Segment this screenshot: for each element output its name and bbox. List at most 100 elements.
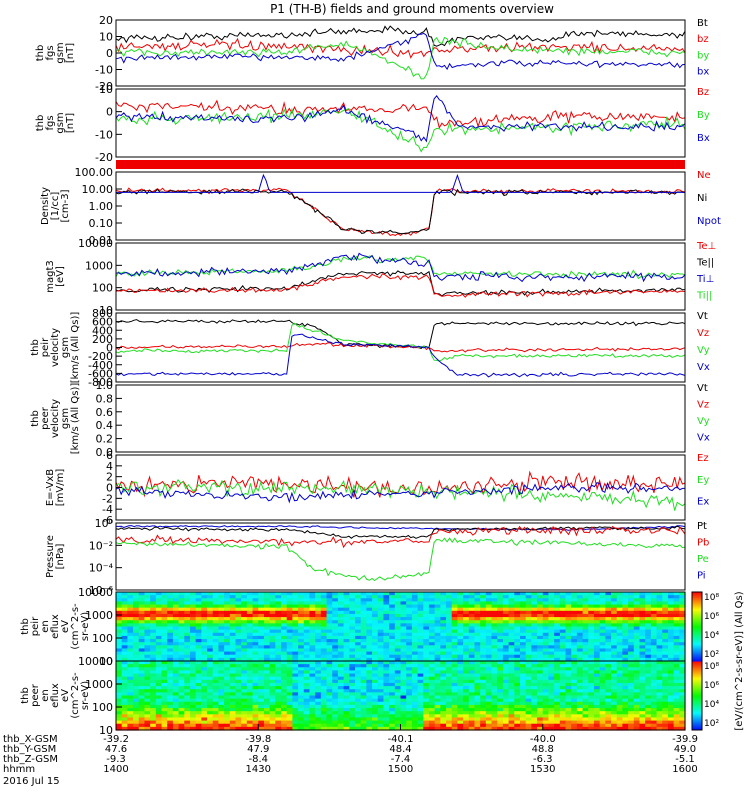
heatmap-cell — [372, 679, 379, 684]
heatmap-cell — [269, 610, 276, 615]
heatmap-cell — [241, 623, 248, 628]
heatmap-cell — [537, 714, 544, 719]
heatmap-cell — [554, 617, 561, 621]
heatmap-cell — [343, 679, 350, 684]
heatmap-cell — [508, 607, 515, 612]
heatmap-cell — [519, 645, 527, 650]
heatmap-cell — [548, 617, 555, 621]
heatmap-cell — [508, 711, 515, 715]
heatmap-cell — [218, 689, 225, 693]
heatmap-cell — [189, 595, 197, 599]
heatmap-cell — [514, 592, 521, 596]
heatmap-cell — [195, 654, 202, 659]
heatmap-cell — [616, 720, 624, 725]
heatmap-cell — [656, 617, 663, 621]
heatmap-cell — [298, 679, 305, 684]
heatmap-cell — [298, 714, 305, 719]
heatmap-cell — [246, 657, 254, 662]
heatmap-cell — [673, 654, 680, 659]
heatmap-cell — [650, 686, 658, 690]
heatmap-cell — [582, 639, 589, 643]
heatmap-cell — [531, 592, 538, 596]
heatmap-cell — [605, 629, 612, 634]
heatmap-cell — [633, 613, 641, 618]
heatmap-cell — [593, 673, 601, 678]
heatmap-cell — [195, 617, 202, 621]
heatmap-cell — [349, 714, 356, 719]
heatmap-cell — [531, 657, 538, 662]
heatmap-cell — [514, 679, 521, 684]
heatmap-cell — [207, 661, 214, 665]
heatmap-cell — [303, 695, 311, 700]
heatmap-cell — [184, 704, 191, 709]
heatmap-cell — [184, 648, 191, 653]
heatmap-cell — [320, 601, 328, 606]
heatmap-cell — [184, 651, 191, 656]
y-tick-label: 10 — [99, 83, 113, 96]
heatmap-cell — [480, 626, 487, 631]
heatmap-cell — [155, 639, 163, 643]
heatmap-cell — [463, 701, 470, 706]
heatmap-cell — [428, 682, 436, 687]
heatmap-cell — [428, 642, 436, 646]
heatmap-cell — [417, 701, 424, 706]
heatmap-cell — [673, 695, 680, 700]
heatmap-cell — [480, 639, 487, 643]
heatmap-cell — [679, 661, 686, 665]
heatmap-cell — [411, 601, 419, 606]
heatmap-cell — [320, 595, 328, 599]
heatmap-cell — [184, 613, 191, 618]
heatmap-cell — [463, 698, 470, 703]
heatmap-cell — [286, 613, 293, 618]
heatmap-cell — [349, 632, 356, 637]
heatmap-cell — [201, 629, 208, 634]
heatmap-cell — [633, 648, 641, 653]
heatmap-cell — [309, 701, 316, 706]
heatmap-cell — [491, 632, 498, 637]
heatmap-cell — [326, 711, 333, 715]
heatmap-cell — [502, 648, 510, 653]
heatmap-cell — [121, 642, 128, 646]
heatmap-cell — [155, 711, 163, 715]
heatmap-cell — [366, 673, 373, 678]
heatmap-cell — [184, 626, 191, 631]
heatmap-cell — [281, 708, 288, 712]
heatmap-cell — [235, 708, 242, 712]
heatmap-cell — [337, 595, 345, 599]
heatmap-cell — [326, 704, 333, 709]
heatmap-cell — [275, 632, 282, 637]
heatmap-cell — [468, 595, 476, 599]
heatmap-cell — [502, 723, 510, 728]
heatmap-cell — [485, 670, 493, 675]
heatmap-cell — [485, 626, 493, 631]
heatmap-cell — [235, 679, 242, 684]
heatmap-cell — [628, 711, 635, 715]
colorbar-tick: 10⁴ — [704, 631, 719, 641]
heatmap-cell — [537, 673, 544, 678]
heatmap-cell — [189, 604, 197, 609]
heatmap-cell — [633, 689, 641, 693]
heatmap-cell — [571, 664, 578, 668]
heatmap-cell — [468, 626, 476, 631]
heatmap-cell — [502, 695, 510, 700]
heatmap-cell — [446, 629, 453, 634]
heatmap-cell — [224, 657, 231, 662]
heatmap-cell — [389, 610, 396, 615]
heatmap-cell — [121, 704, 128, 709]
heatmap-cell — [332, 676, 339, 681]
heatmap-cell — [167, 726, 174, 731]
heatmap-cell — [468, 714, 476, 719]
heatmap-cell — [360, 661, 367, 665]
heatmap-cell — [639, 623, 646, 628]
heatmap-cell — [303, 645, 311, 650]
heatmap-cell — [326, 654, 333, 659]
heatmap-cell — [155, 601, 163, 606]
heatmap-cell — [537, 682, 544, 687]
heatmap-cell — [474, 657, 481, 662]
heatmap-cell — [400, 620, 407, 624]
heatmap-cell — [144, 598, 151, 603]
heatmap-cell — [150, 673, 157, 678]
heatmap-cell — [679, 595, 686, 599]
heatmap-cell — [167, 720, 174, 725]
heatmap-cell — [286, 651, 293, 656]
